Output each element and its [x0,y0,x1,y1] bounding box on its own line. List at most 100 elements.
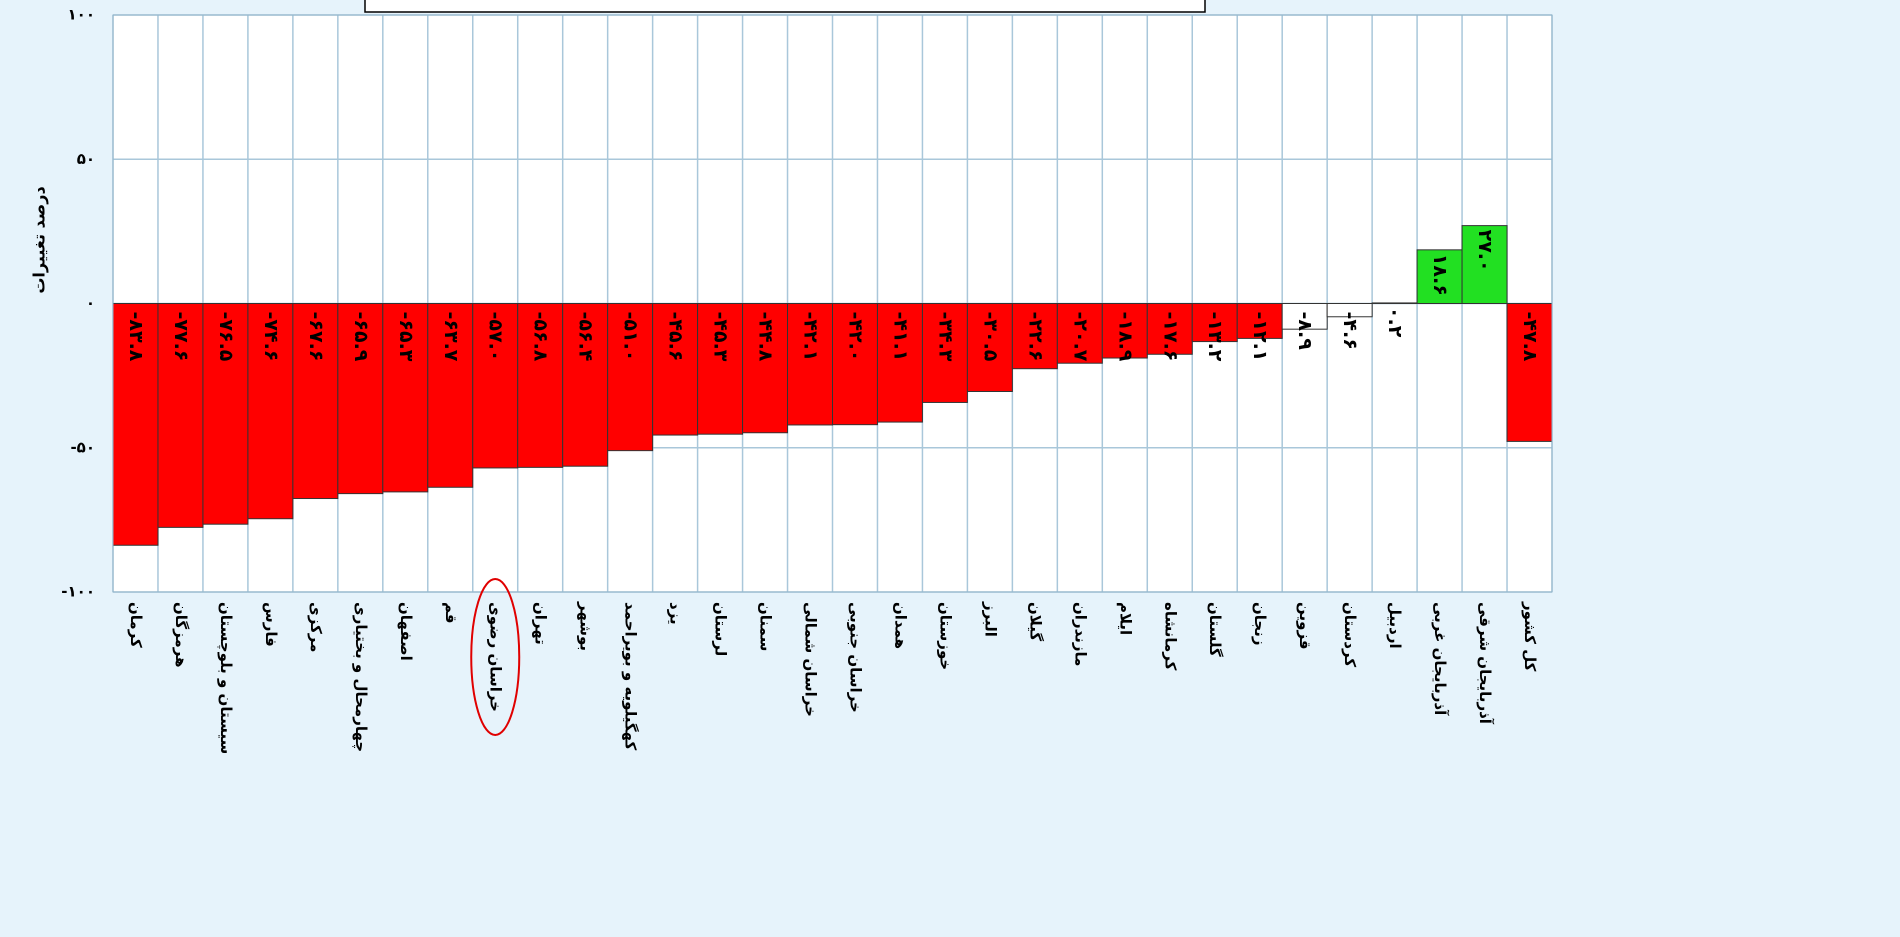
value-label: -۴۲.۰ [844,312,866,362]
x-tick-label: هرمزگان [172,602,190,668]
value-label: -۱۸.۹ [1114,312,1136,362]
x-tick-label: گلستان [1206,602,1224,657]
x-tick-label: البرز [981,601,999,637]
x-tick-label: چهارمحال و بختیاری [351,602,370,752]
bar [562,303,609,467]
bar [337,303,384,495]
value-label: -۴۱.۱ [889,312,911,362]
bar [787,303,833,426]
x-tick-label: لرستان [712,602,730,656]
x-tick-label: یزد [667,602,685,625]
value-label: -۶۵.۳ [395,312,417,362]
value-label: -۳۰.۵ [979,312,1001,362]
bar [1101,303,1148,359]
title-box [364,0,1206,13]
x-tick-label: زنجان [1251,602,1269,646]
x-tick-label: سیستان و بلوچستان [216,602,235,754]
bar [1506,303,1553,442]
value-label: -۵۶.۸ [530,312,552,362]
value-label: -۴۵.۳ [710,312,732,362]
x-tick-label: تهران [532,602,550,645]
value-label: -۴۲.۱ [800,312,822,362]
bar [742,303,789,434]
x-tick-label: فارس [262,602,280,647]
value-label: ۱۸.۶ [1429,254,1451,296]
plot-border [112,14,1553,593]
bar [652,303,699,436]
bar [247,303,294,520]
x-tick-label: اردبیل [1386,602,1404,649]
value-label: -۸۳.۸ [125,312,147,362]
bar [157,303,204,528]
bar [382,303,429,493]
bar [1281,303,1328,330]
value-label: -۶۳.۷ [440,312,462,362]
x-tick-label: خراسان شمالی [802,602,820,717]
x-tick-label: ایلام [1116,602,1134,635]
value-label: -۳۴.۳ [934,312,956,362]
value-label: -۷۶.۵ [215,312,237,362]
value-label: -۶۵.۹ [350,312,372,362]
bar [1461,225,1508,304]
value-label: -۱۷.۶ [1159,312,1181,362]
x-tick-label: کهگیلویه و بویراحمد [622,602,640,750]
x-tick-label: مرکزی [307,602,325,652]
y-tick-label: -۵۰ [70,438,95,456]
x-tick-label: کل کشور [1521,601,1539,672]
bar [607,303,654,452]
value-label: -۱۲.۱ [1249,312,1271,362]
value-label: -۷۴.۶ [260,312,282,362]
value-label: -۵۷.۰ [485,312,507,362]
bar [966,303,1013,392]
bar [697,303,744,435]
x-tick-label: خوزستان [936,602,954,670]
value-label: -۴۷.۸ [1519,312,1541,362]
bar [427,303,474,488]
x-tick-label: آذربایجان غربی [1431,602,1449,716]
value-label: -۲۲.۶ [1024,312,1046,362]
bar [1191,303,1238,343]
value-label: -۲۰.۷ [1069,312,1091,362]
x-tick-label: آذربایجان شرقی [1476,602,1494,725]
value-label: -۴۴.۸ [755,312,777,362]
highlight-circle [470,578,521,736]
value-label: -۷۷.۶ [170,312,192,362]
bar [1416,249,1463,305]
value-label: -۵۱.۰ [620,312,642,362]
x-tick-label: همدان [891,602,909,649]
x-tick-label: بوشهر [577,601,595,651]
x-tick-label: خراسان رضوی [487,602,505,712]
value-label: ۲۷.۰ [1474,230,1496,272]
x-tick-label: قزوین [1296,602,1314,650]
x-tick-label: کرمانشاه [1161,602,1179,671]
bar [832,303,878,426]
bar [1371,302,1418,305]
x-tick-label: اصفهان [397,602,415,661]
bar [472,303,519,469]
bar [1326,303,1373,318]
y-tick-label: -۱۰۰ [61,583,95,601]
bar [1236,303,1283,339]
bar [517,303,564,468]
value-label: -۴.۶ [1339,312,1361,350]
bar [1011,303,1058,370]
x-tick-label: کردستان [1341,602,1359,667]
value-label: -۱۳.۲ [1204,312,1226,362]
x-tick-label: سمنان [757,602,775,651]
y-axis-label: درصد تغییرات [30,186,49,293]
value-label: -۶۷.۶ [305,312,327,362]
value-label: -۸.۹ [1294,312,1316,351]
y-tick-label: ۵۰ [77,150,95,168]
x-tick-label: خراسان جنوبی [846,602,864,713]
x-tick-label: قم [442,602,460,624]
value-label: -۴۵.۶ [665,312,687,362]
bar [876,303,923,423]
x-tick-label: گیلان [1026,602,1044,641]
x-tick-label: مازندران [1071,602,1089,666]
y-tick-label: ۰ [86,294,95,312]
x-tick-label: کرمان [127,602,145,648]
bar [112,303,159,546]
y-tick-label: ۱۰۰ [68,6,95,24]
bar [921,303,968,403]
